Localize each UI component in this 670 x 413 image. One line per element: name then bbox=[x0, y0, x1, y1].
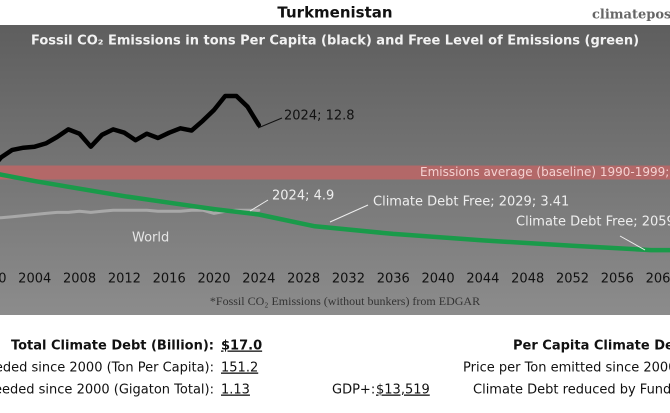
x-tick-label: 2020 bbox=[197, 272, 230, 287]
legend-label: World bbox=[132, 231, 169, 246]
x-tick-label: 2040 bbox=[422, 272, 455, 287]
annotation-leader bbox=[257, 117, 283, 129]
summary-right: Per Capita Climate Debt bbox=[513, 339, 670, 354]
x-tick-label: 2004 bbox=[18, 272, 51, 287]
summary-value: $17.0 bbox=[221, 339, 262, 354]
chart-subtitle: Fossil CO₂ Emissions in tons Per Capita … bbox=[31, 34, 639, 49]
baseline-label: Emissions average (baseline) 1990-1999; … bbox=[420, 165, 670, 179]
annotation: 2024; 12.8 bbox=[284, 109, 355, 124]
x-tick-label: 2052 bbox=[556, 272, 589, 287]
footnote: *Fossil CO₂ Emissions (without bunkers) … bbox=[210, 294, 480, 308]
summary-value: 1.13 bbox=[221, 383, 250, 398]
x-tick-label: 2044 bbox=[466, 272, 499, 287]
summary-label: Total Climate Debt (Billion): bbox=[11, 339, 214, 354]
x-tick-label: 2032 bbox=[332, 272, 365, 287]
baseline-band bbox=[0, 165, 670, 180]
gdp-label: GDP+: bbox=[332, 383, 375, 398]
x-tick-label: 2000 bbox=[0, 272, 6, 287]
annotation: Climate Debt Free; 2059 bbox=[516, 215, 670, 230]
series-line bbox=[0, 93, 262, 163]
annotation: Climate Debt Free; 2029; 3.41 bbox=[373, 195, 569, 210]
gdp-value: $13,519 bbox=[376, 383, 430, 398]
source-label: climatepositi bbox=[592, 8, 670, 23]
x-tick-label: 2036 bbox=[377, 272, 410, 287]
summary-label: eeded since 2000 (Gigaton Total): bbox=[0, 383, 214, 398]
x-tick-label: 2024 bbox=[242, 272, 275, 287]
x-tick-label: 2016 bbox=[153, 272, 186, 287]
summary-label: eeded since 2000 (Ton Per Capita): bbox=[0, 361, 214, 376]
x-tick-label: 2008 bbox=[63, 272, 96, 287]
chart-title: Turkmenistan bbox=[277, 4, 392, 22]
x-tick-label: 2012 bbox=[108, 272, 141, 287]
summary-right: Climate Debt reduced by Funds bbox=[473, 383, 670, 398]
series-line bbox=[0, 172, 670, 253]
annotation: 2024; 4.9 bbox=[272, 189, 334, 204]
annotation-leader bbox=[249, 199, 269, 212]
series-line bbox=[0, 208, 261, 220]
annotation-leader bbox=[329, 204, 369, 223]
x-tick-label: 2056 bbox=[601, 272, 634, 287]
x-tick-label: 2028 bbox=[287, 272, 320, 287]
x-tick-label: 2060 bbox=[646, 272, 670, 287]
x-tick-label: 2048 bbox=[511, 272, 544, 287]
annotation-leader bbox=[619, 235, 646, 251]
summary-right: Price per Ton emitted since 2000 bbox=[463, 361, 670, 376]
summary-value: 151.2 bbox=[221, 361, 258, 376]
